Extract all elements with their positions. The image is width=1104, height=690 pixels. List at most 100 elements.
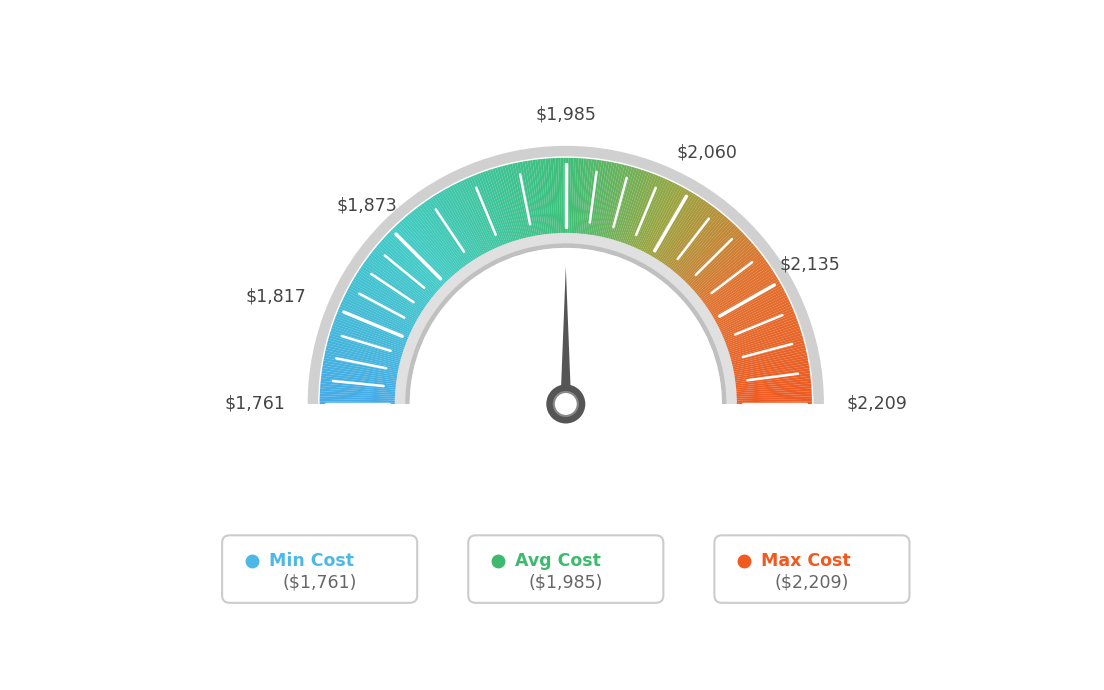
Wedge shape — [378, 243, 438, 295]
Wedge shape — [470, 176, 502, 249]
Wedge shape — [335, 318, 408, 347]
Wedge shape — [420, 205, 467, 269]
Wedge shape — [320, 381, 399, 390]
Wedge shape — [464, 179, 498, 251]
Wedge shape — [401, 219, 455, 279]
FancyBboxPatch shape — [714, 535, 910, 603]
Wedge shape — [320, 158, 811, 404]
Wedge shape — [475, 174, 506, 248]
Wedge shape — [558, 158, 562, 236]
Text: Avg Cost: Avg Cost — [514, 552, 601, 570]
Wedge shape — [734, 394, 811, 399]
Wedge shape — [395, 233, 736, 404]
Wedge shape — [666, 206, 714, 270]
Wedge shape — [331, 326, 406, 352]
Wedge shape — [622, 172, 649, 246]
Wedge shape — [327, 343, 403, 364]
Wedge shape — [633, 178, 666, 250]
Wedge shape — [365, 259, 429, 306]
Wedge shape — [615, 168, 639, 244]
Wedge shape — [456, 182, 492, 253]
Wedge shape — [711, 279, 779, 320]
Wedge shape — [625, 173, 654, 247]
Wedge shape — [733, 381, 811, 390]
Wedge shape — [341, 302, 413, 335]
Wedge shape — [373, 249, 435, 299]
Wedge shape — [732, 368, 809, 381]
Wedge shape — [423, 202, 470, 267]
Wedge shape — [571, 158, 576, 236]
Wedge shape — [732, 371, 810, 383]
Wedge shape — [320, 384, 399, 392]
Wedge shape — [721, 308, 794, 340]
Text: ($2,209): ($2,209) — [775, 573, 849, 591]
Wedge shape — [604, 164, 625, 241]
Wedge shape — [576, 158, 584, 237]
Wedge shape — [631, 177, 664, 250]
Wedge shape — [408, 213, 460, 275]
Wedge shape — [383, 237, 442, 291]
Wedge shape — [668, 208, 716, 271]
Wedge shape — [411, 211, 461, 273]
Wedge shape — [350, 283, 420, 323]
Wedge shape — [337, 311, 411, 342]
Wedge shape — [417, 206, 466, 270]
Wedge shape — [540, 159, 550, 237]
Wedge shape — [357, 272, 424, 315]
Wedge shape — [320, 394, 397, 399]
Wedge shape — [336, 316, 408, 346]
Wedge shape — [647, 188, 687, 257]
Wedge shape — [367, 257, 431, 305]
Wedge shape — [699, 253, 762, 302]
Wedge shape — [703, 262, 768, 308]
Wedge shape — [693, 243, 754, 295]
Wedge shape — [555, 158, 561, 236]
Wedge shape — [587, 160, 599, 237]
Wedge shape — [447, 187, 487, 257]
Wedge shape — [669, 210, 719, 273]
Wedge shape — [392, 228, 448, 285]
Text: $2,135: $2,135 — [779, 256, 840, 274]
Wedge shape — [655, 195, 698, 262]
Wedge shape — [322, 363, 400, 377]
Wedge shape — [645, 187, 684, 257]
Wedge shape — [434, 195, 477, 262]
Wedge shape — [429, 197, 475, 264]
Wedge shape — [530, 160, 543, 237]
Wedge shape — [389, 232, 446, 288]
Circle shape — [554, 392, 577, 416]
Wedge shape — [588, 160, 602, 237]
Wedge shape — [704, 264, 769, 310]
Wedge shape — [700, 255, 763, 304]
Wedge shape — [661, 202, 709, 267]
Wedge shape — [390, 230, 447, 286]
FancyBboxPatch shape — [468, 535, 664, 603]
Wedge shape — [732, 366, 809, 380]
Wedge shape — [321, 373, 399, 384]
Wedge shape — [697, 249, 758, 299]
Wedge shape — [665, 205, 712, 269]
Wedge shape — [603, 164, 622, 240]
Wedge shape — [320, 399, 397, 402]
Wedge shape — [502, 166, 524, 242]
Wedge shape — [436, 193, 479, 261]
Wedge shape — [321, 375, 399, 386]
Wedge shape — [329, 335, 404, 359]
Wedge shape — [400, 221, 454, 280]
Wedge shape — [607, 166, 629, 242]
Wedge shape — [580, 159, 588, 237]
Wedge shape — [691, 239, 751, 293]
Text: $1,985: $1,985 — [535, 106, 596, 124]
Wedge shape — [325, 351, 402, 369]
Wedge shape — [342, 299, 414, 334]
Wedge shape — [438, 192, 480, 260]
Wedge shape — [652, 193, 696, 261]
Wedge shape — [634, 179, 668, 251]
Text: Min Cost: Min Cost — [268, 552, 353, 570]
Wedge shape — [716, 295, 787, 331]
Wedge shape — [670, 211, 721, 273]
Wedge shape — [734, 402, 811, 404]
Wedge shape — [505, 165, 526, 242]
Wedge shape — [715, 293, 786, 329]
Wedge shape — [407, 215, 458, 275]
